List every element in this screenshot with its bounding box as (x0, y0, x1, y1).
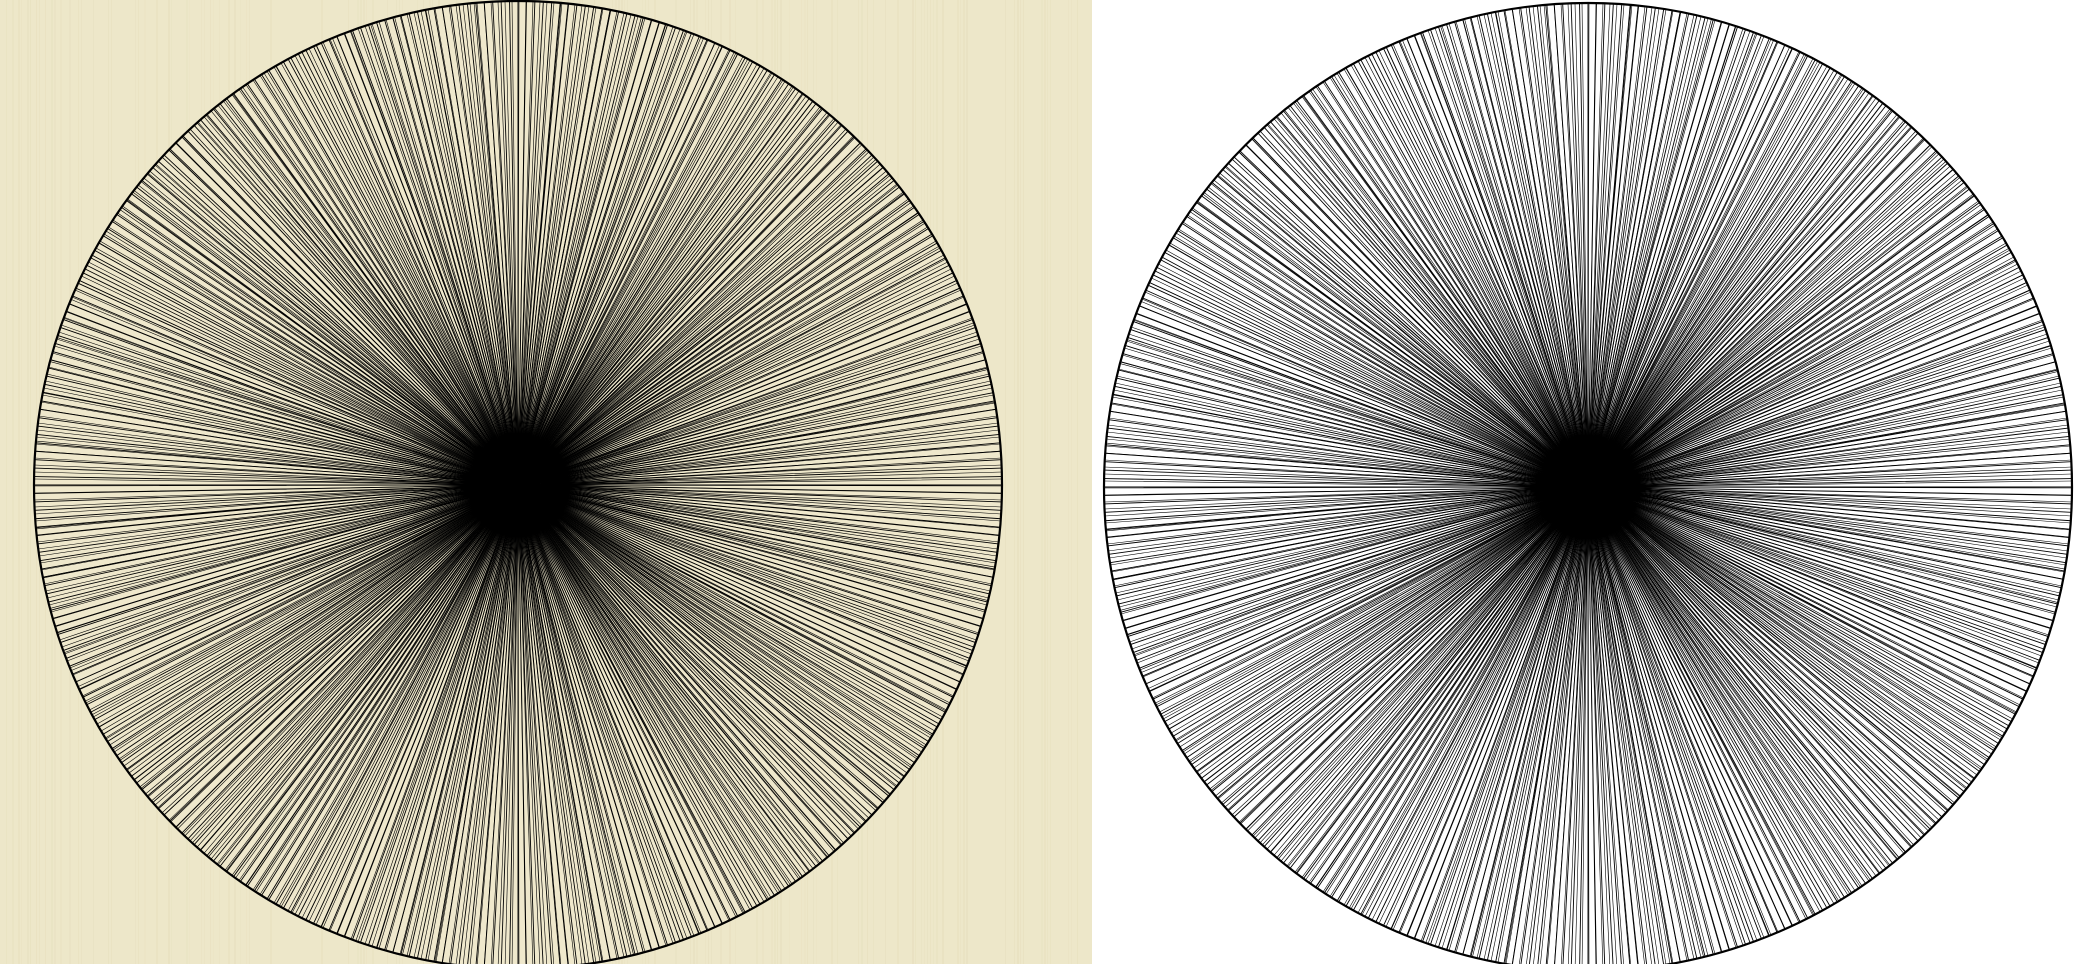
center-hub (1579, 478, 1597, 496)
disk-rim (33, 0, 1003, 964)
disk-rim (1103, 2, 2073, 964)
rays-group (1103, 2, 2073, 964)
rays-group (33, 0, 1003, 964)
center-hub (509, 476, 527, 494)
rays-grid (33, 0, 1003, 964)
radial-pattern-plain (1092, 0, 2080, 964)
radial-pattern-textured (0, 0, 1092, 964)
panel-plain (1092, 0, 2080, 964)
panel-textured (0, 0, 1092, 964)
rays-grid (1103, 2, 2073, 964)
